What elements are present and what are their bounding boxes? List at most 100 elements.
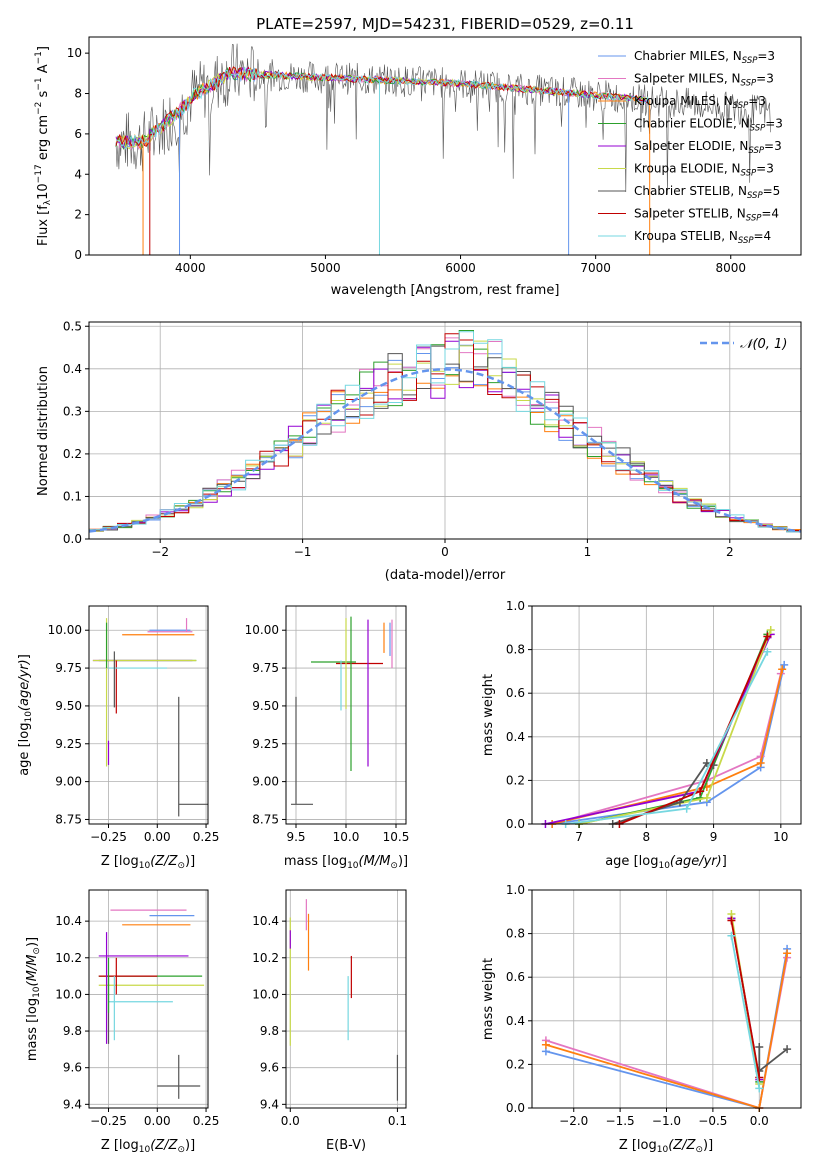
legend-label: Chabrier ELODIE, NSSP=3 — [634, 117, 783, 134]
spectrum-ytick-label: 6 — [74, 127, 82, 141]
weight-vs-age-xtick-label: 7 — [575, 830, 583, 844]
residuals-ticks: −2 −1 0 1 2 0.0 0.1 0.2 0.3 0.4 0.5 — [63, 319, 734, 559]
weight-vs-Z-ytick-label: 0.4 — [506, 1014, 525, 1028]
age-vs-Z-ytick-label: 8.75 — [55, 812, 82, 826]
spectrum-ticks: 4000 5000 6000 7000 8000 0 2 4 6 8 10 — [67, 46, 746, 275]
gaussian-legend: 𝒩(0, 1) — [700, 337, 787, 352]
age-vs-mass-xtick-label: 10.5 — [383, 830, 410, 844]
age-vs-Z-ytick-label: 9.50 — [55, 699, 82, 713]
spectrum-ytick-label: 8 — [74, 87, 82, 101]
legend-label: Chabrier MILES, NSSP=3 — [634, 49, 775, 66]
weight-vs-Z-ytick-label: 0.0 — [506, 1101, 525, 1115]
weight-vs-age-xtick-label: 9 — [710, 830, 718, 844]
residuals-xtick-label: 2 — [726, 545, 734, 559]
age-vs-mass-panel: 9.5 10.0 10.5 8.75 9.00 9.25 9.50 9.75 10.00 mas… — [245, 605, 410, 871]
spectrum-series-6 — [115, 43, 771, 195]
weight-vs-age-marker — [696, 787, 705, 796]
weight-vs-age-panel: 7 8 9 10 0.0 0.2 0.4 0.6 0.8 1.0 age [log10(age/y… — [481, 599, 802, 871]
residuals-ytick-label: 0.5 — [63, 319, 82, 333]
mass-vs-EBV-panel: 0.0 0.1 9.4 9.6 9.8 10.0 10.2 10.4 E(B-V) — [252, 889, 407, 1153]
spectrum-series-8 — [115, 66, 650, 150]
age-vs-Z-xtick-label: −0.25 — [90, 830, 127, 844]
spectrum-ytick-label: 10 — [67, 46, 82, 60]
age-vs-Z-xtick-label: 0.00 — [144, 830, 171, 844]
legend-label: Salpeter MILES, NSSP=3 — [634, 72, 774, 89]
weight-vs-age-frame — [531, 605, 802, 825]
weight-vs-age-ytick-label: 0.0 — [506, 817, 525, 831]
residuals-xtick-label: 0 — [441, 545, 449, 559]
residuals-xtick-label: −2 — [151, 545, 169, 559]
weight-vs-Z-panel: −2.0 −1.5 −1.0 −0.5 0.0 0.0 0.2 0.4 0.6 0.8 1.0 Z … — [481, 883, 802, 1155]
weight-vs-age-ytick-label: 0.4 — [506, 730, 525, 744]
weight-vs-Z-marker — [727, 931, 736, 940]
weight-vs-age-marker — [766, 625, 775, 634]
mass-vs-Z-xtick-label: −0.25 — [90, 1114, 127, 1128]
legend-label: Salpeter ELODIE, NSSP=3 — [634, 139, 782, 156]
mass-vs-Z-ytick-label: 10.2 — [55, 951, 82, 965]
mass-vs-Z-ytick-label: 9.4 — [63, 1097, 82, 1111]
weight-vs-Z-series-7 — [730, 920, 761, 1078]
weight-vs-Z-xtick-label: −0.5 — [698, 1114, 727, 1128]
mass-vs-Z-ytick-label: 9.8 — [63, 1024, 82, 1038]
age-vs-Z-ytick-label: 10.00 — [48, 623, 82, 637]
residuals-ytick-label: 0.4 — [63, 362, 82, 376]
mass-vs-Z-point — [157, 1054, 201, 1099]
weight-vs-Z-ytick-label: 0.8 — [506, 927, 525, 941]
mass-vs-Z-ytick-label: 10.4 — [55, 914, 82, 928]
spectrum-ylabel-pre: Flux [f — [36, 205, 51, 246]
weight-vs-Z-xtick-label: −1.5 — [606, 1114, 635, 1128]
weight-vs-age-marker — [702, 793, 711, 802]
mass-vs-EBV-ytick-label: 10.0 — [252, 987, 279, 1001]
age-vs-Z-xlabel: Z [log10(Z/Z⊙)] — [101, 854, 195, 871]
weight-vs-Z-xtick-label: −1.0 — [652, 1114, 681, 1128]
mass-vs-EBV-ytick-label: 9.8 — [260, 1024, 279, 1038]
residuals-panel: −2 −1 0 1 2 0.0 0.1 0.2 0.3 0.4 0.5 (data-model)/e… — [36, 319, 802, 583]
spectrum-xtick-label: 7000 — [580, 261, 611, 275]
age-vs-Z-xtick-label: 0.25 — [193, 830, 220, 844]
mass-vs-EBV-xtick-label: 0.1 — [388, 1114, 407, 1128]
weight-vs-age-ylabel: mass weight — [481, 674, 496, 756]
weight-vs-age-xlabel: age [log10(age/yr)] — [605, 854, 727, 871]
legend-label: Kroupa STELIB, NSSP=4 — [634, 229, 771, 246]
spectrum-ytick-label: 0 — [74, 248, 82, 262]
spectrum-curves — [115, 43, 771, 255]
weight-vs-age-xtick-label: 10 — [773, 830, 788, 844]
age-vs-Z-point — [178, 696, 208, 817]
mass-vs-Z-ylabel: mass [log10(M/M⊙)] — [25, 937, 42, 1061]
mass-vs-Z-ytick-label: 9.6 — [63, 1061, 82, 1075]
mass-vs-EBV-xtick-label: 0.0 — [281, 1114, 300, 1128]
age-vs-Z-ylabel: age [log10(age/yr)] — [17, 654, 34, 776]
mass-vs-Z-panel: −0.25 0.00 0.25 9.4 9.6 9.8 10.0 10.2 10.4 Z [lo… — [25, 889, 219, 1155]
spectrum-legend: Chabrier MILES, NSSP=3 Salpeter MILES, NS… — [598, 49, 783, 246]
weight-vs-age-ytick-label: 1.0 — [506, 599, 525, 613]
weight-vs-Z-ytick-label: 0.2 — [506, 1057, 525, 1071]
residuals-xtick-label: −1 — [294, 545, 312, 559]
mass-vs-Z-ytick-label: 10.0 — [55, 987, 82, 1001]
weight-vs-age-marker — [778, 665, 787, 674]
weight-vs-age-marker — [780, 660, 789, 669]
mass-vs-EBV-ytick-label: 10.2 — [252, 951, 279, 965]
spectrum-xtick-label: 8000 — [715, 261, 746, 275]
weight-vs-age-marker — [763, 632, 772, 641]
spectrum-plot-area — [115, 43, 771, 255]
spectrum-xtick-label: 6000 — [445, 261, 476, 275]
weight-vs-Z-ylabel: mass weight — [481, 958, 496, 1040]
residuals-ytick-label: 0.2 — [63, 447, 82, 461]
spectrum-frame — [88, 36, 802, 256]
weight-vs-age-marker — [756, 758, 765, 767]
weight-vs-age-marker — [682, 804, 691, 813]
age-vs-Z-point — [147, 618, 193, 633]
legend-label: Kroupa ELODIE, NSSP=3 — [634, 162, 774, 179]
mass-vs-Z-xtick-label: 0.00 — [144, 1114, 171, 1128]
residuals-plot-area — [89, 322, 801, 540]
spectrum-xlabel: wavelength [Angstrom, rest frame] — [331, 283, 560, 298]
mass-vs-EBV-frame — [285, 889, 407, 1109]
age-vs-mass-ytick-label: 8.75 — [252, 812, 279, 826]
weight-vs-Z-xtick-label: −2.0 — [559, 1114, 588, 1128]
figure-title: PLATE=2597, MJD=54231, FIBERID=0529, z=0… — [256, 15, 634, 33]
mass-vs-EBV-xlabel: E(B-V) — [326, 1138, 366, 1153]
spectrum-ytick-label: 4 — [74, 167, 82, 181]
mass-vs-EBV-ytick-label: 9.4 — [260, 1097, 279, 1111]
weight-vs-age-ytick-label: 0.6 — [506, 686, 525, 700]
weight-vs-Z-marker — [783, 949, 792, 958]
